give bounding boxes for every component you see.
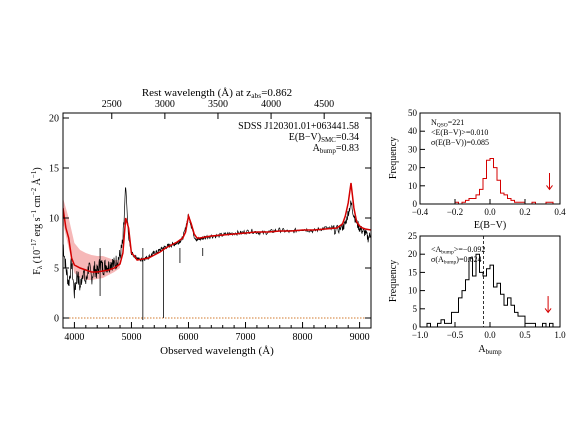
ebv-histogram-plot-area (454, 158, 554, 205)
ebv-y-tick-label: 50 (408, 108, 418, 118)
spectrum-model-line (63, 182, 371, 273)
spectrum-y-tick-label: 20 (49, 114, 59, 125)
ebv-x-tick-label: 0.2 (519, 207, 530, 217)
spectrum-panel: 4000 5000 6000 7000 8000 9000 0 5 10 15 20 2500 3000… (30, 87, 372, 357)
ebv-x-tick-label: 0.0 (484, 207, 496, 217)
spectrum-y-axis-title: Fλ (10−17 erg s−1 cm−2 Å−1) (30, 167, 44, 274)
abump-histogram-plot-area (423, 236, 557, 328)
abump-histogram-steps (423, 253, 557, 328)
abump-histogram-x-axis-title: Abump (478, 344, 502, 356)
abump-mean-annotation: <Abump>=−0.092 (431, 245, 485, 256)
ebv-y-tick-label: 0 (413, 199, 418, 209)
ebv-y-tick-label: 30 (408, 144, 418, 154)
spectrum-x-tick-label: 7000 (236, 332, 256, 343)
abump-y-tick-label: 10 (408, 286, 418, 296)
ebv-mean-annotation: <E(B−V)>=0.010 (431, 128, 488, 137)
abump-y-tick-label: 20 (408, 249, 418, 259)
ebv-histogram-axes: −0.4 −0.2 0.0 0.2 0.4 0 10 20 30 40 50 (408, 108, 566, 217)
spectrum-uncertainty-band (63, 198, 120, 280)
spectrum-x-tick-label: 4000 (64, 332, 84, 343)
abump-x-tick-label: −0.5 (447, 330, 464, 340)
spectrum-top-axis-title: Rest wavelength (Å) at zabs=0.862 (142, 87, 292, 100)
abump-x-tick-label: −1.0 (412, 330, 429, 340)
spectrum-object-name: SDSS J120301.01+063441.58 (238, 121, 359, 132)
abump-y-tick-label: 5 (413, 304, 418, 314)
ebv-x-tick-label: −0.4 (412, 207, 429, 217)
abump-histogram-axes: −1.0 −0.5 0.0 0.5 1.0 0 5 10 15 20 25 (408, 231, 566, 340)
abump-histogram-y-axis-title: Frequency (388, 260, 399, 302)
ebv-nqso-annotation: NQSO=221 (431, 118, 464, 129)
abump-histogram-panel: −1.0 −0.5 0.0 0.5 1.0 0 5 10 15 20 25 Frequency Ab… (388, 231, 566, 356)
spectrum-y-tick-label: 5 (54, 264, 59, 275)
spectrum-top-tick-label: 3000 (155, 99, 175, 110)
abump-y-tick-label: 25 (408, 231, 418, 241)
abump-y-tick-label: 0 (413, 322, 418, 332)
ebv-y-tick-label: 10 (408, 181, 418, 191)
abump-y-tick-label: 15 (408, 267, 418, 277)
abump-marker-arrow-head (544, 308, 552, 314)
ebv-x-tick-label: 0.4 (554, 207, 566, 217)
spectrum-x-axis-title: Observed wavelength (Å) (160, 345, 274, 357)
spectrum-top-tick-label: 4000 (261, 99, 281, 110)
spectrum-observed-line (63, 186, 371, 299)
ebv-y-tick-label: 40 (408, 126, 418, 136)
spectrum-axes: 4000 5000 6000 7000 8000 9000 0 5 10 15 20 2500 3000… (49, 99, 371, 343)
spectrum-top-tick-label: 4500 (314, 99, 334, 110)
spectrum-y-tick-label: 10 (49, 214, 59, 225)
ebv-sigma-annotation: σ(E(B−V))=0.085 (431, 138, 489, 147)
ebv-histogram-panel: −0.4 −0.2 0.0 0.2 0.4 0 10 20 30 40 50 Frequency E… (388, 108, 566, 231)
spectrum-x-tick-label: 5000 (121, 332, 141, 343)
spectrum-x-tick-label: 9000 (350, 332, 370, 343)
abump-x-tick-label: 1.0 (554, 330, 566, 340)
spectrum-abump-annotation: Abump=0.83 (313, 143, 359, 155)
spectrum-y-tick-label: 0 (54, 314, 59, 325)
spectrum-frame (62, 112, 372, 329)
spectrum-top-tick-label: 3500 (208, 99, 228, 110)
ebv-histogram-y-axis-title: Frequency (388, 137, 399, 179)
spectrum-ebv-annotation: E(B−V)SMC=0.34 (289, 132, 359, 144)
ebv-histogram-steps (454, 158, 554, 205)
spectrum-top-tick-label: 2500 (102, 99, 122, 110)
abump-x-tick-label: 0.0 (484, 330, 496, 340)
abump-x-tick-label: 0.5 (519, 330, 531, 340)
spectrum-x-tick-label: 8000 (293, 332, 313, 343)
spectrum-plot-area (63, 182, 371, 320)
ebv-histogram-x-axis-title: E(B−V) (474, 220, 506, 231)
ebv-marker-arrow-head (546, 185, 553, 191)
ebv-x-tick-label: −0.2 (447, 207, 463, 217)
spectrum-x-tick-label: 6000 (178, 332, 198, 343)
abump-sigma-annotation: σ(Abump)=0.624 (431, 255, 481, 266)
spectrum-y-tick-label: 15 (49, 164, 59, 175)
ebv-y-tick-label: 20 (408, 163, 418, 173)
